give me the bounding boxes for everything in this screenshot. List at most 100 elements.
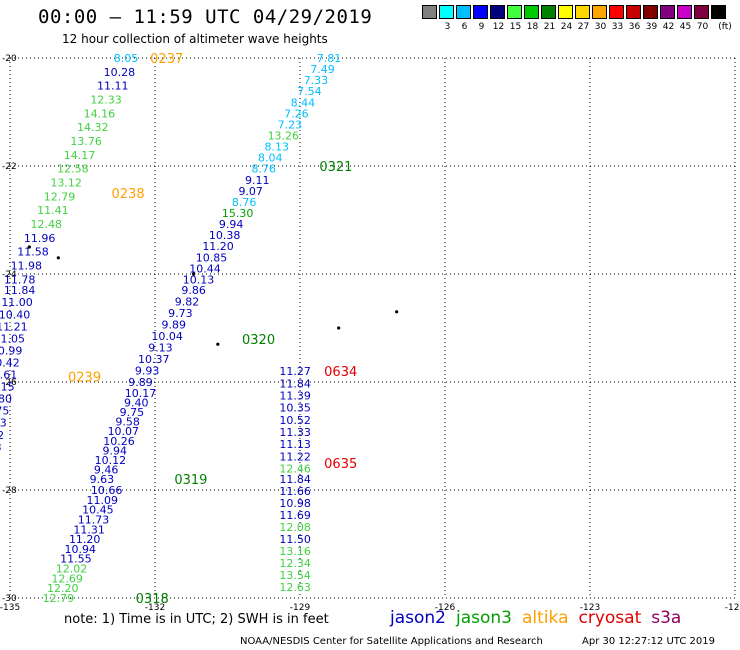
x-tick-label: -126: [435, 603, 456, 613]
wave-height-value: 11.61: [0, 369, 17, 382]
wave-height-value: 10.94: [65, 543, 97, 556]
wave-height-value: 11.84: [279, 473, 311, 486]
legend-swatch: [677, 5, 692, 19]
legend-label: 12: [492, 22, 505, 32]
wave-height-value: 11.22: [279, 450, 311, 463]
x-tick-label: -129: [290, 603, 311, 613]
wave-height-value: 9.13: [148, 342, 173, 355]
wave-height-value: 7.81: [317, 52, 342, 65]
legend-label: 3: [444, 22, 451, 32]
wave-height-value: 11.33: [279, 426, 311, 439]
wave-height-value: 11.41: [37, 204, 69, 217]
wave-height-value: 13.16: [279, 545, 311, 558]
wave-height-value: 10.12: [95, 454, 127, 467]
wave-height-value: 11.31: [73, 523, 105, 536]
footer-note: note: 1) Time is in UTC; 2) SWH is in fe…: [64, 612, 329, 627]
legend-label: 21: [543, 22, 556, 32]
track-time-label: 0239: [68, 371, 101, 386]
legend-swatch: [524, 5, 539, 19]
legend-label: 70: [696, 22, 709, 32]
wave-height-value: 8.13: [265, 141, 290, 154]
island-mark: [56, 256, 60, 260]
track-time-label: 0320: [242, 333, 275, 348]
wave-height-value: 10.73: [0, 417, 7, 430]
track-time-label: 0635: [324, 457, 357, 472]
legend-swatch: [711, 5, 726, 19]
legend-swatch: [422, 5, 437, 19]
x-tick-label: -120: [725, 603, 740, 613]
wave-height-value: 11.50: [279, 533, 311, 546]
wave-height-value: 10.44: [189, 262, 221, 275]
island-mark: [192, 272, 196, 276]
wave-height-value: 9.93: [135, 365, 160, 378]
x-tick-label: -135: [0, 603, 20, 613]
wave-height-value: 11.66: [279, 485, 311, 498]
wave-height-value: 13.12: [50, 177, 82, 190]
wave-height-value: 10.13: [183, 273, 215, 286]
wave-height-value: 9.82: [175, 296, 200, 309]
wave-height-value: 10.38: [209, 229, 241, 242]
legend-label: 27: [577, 22, 590, 32]
wave-height-value: 10.17: [125, 387, 157, 400]
track-time-label: 0321: [319, 160, 352, 175]
wave-height-value: 10.66: [91, 484, 123, 497]
wave-height-value: 10.45: [82, 504, 114, 517]
wave-height-value: 12.20: [47, 582, 79, 595]
wave-height-value: 10.28: [104, 66, 136, 79]
wave-height-value: 9.94: [102, 444, 127, 457]
wave-height-value: 7.26: [284, 107, 309, 120]
wave-height-value: 11.78: [4, 273, 36, 286]
wave-height-value: 9.58: [115, 416, 140, 429]
wave-height-value: 10.85: [196, 251, 228, 264]
wave-height-value: 9.73: [168, 307, 193, 320]
wave-height-value: 10.07: [108, 425, 140, 438]
legend-label: 18: [526, 22, 539, 32]
footer-timestamp: Apr 30 12:27:12 UTC 2019: [582, 636, 715, 647]
wave-height-value: 10.99: [0, 344, 22, 357]
legend-swatch: [558, 5, 573, 19]
wave-height-value: 11.55: [60, 553, 92, 566]
legend-swatch: [507, 5, 522, 19]
legend-swatch: [456, 5, 471, 19]
wave-height-value: 11.20: [69, 533, 101, 546]
wave-height-value: 10.35: [279, 402, 311, 415]
wave-height-value: 10.04: [151, 330, 183, 343]
wave-height-value: 12.33: [90, 94, 122, 107]
wave-height-value: 11.84: [4, 284, 36, 297]
wave-height-value: 8.76: [232, 196, 257, 209]
wave-height-value: 10.42: [0, 356, 20, 369]
wave-height-value: 10.80: [0, 393, 12, 406]
wave-height-value: 11.39: [279, 390, 311, 403]
wave-height-value: 9.40: [124, 396, 149, 409]
wave-height-value: 10.83: [0, 441, 2, 454]
legend-swatch: [490, 5, 505, 19]
wave-height-value: 9.11: [245, 174, 270, 187]
legend-label: 33: [611, 22, 624, 32]
wave-height-value: 10.15: [0, 381, 15, 394]
track-time-label: 0238: [112, 187, 145, 202]
wave-height-value: 11.21: [0, 320, 28, 333]
legend-label: 15: [509, 22, 522, 32]
page-title: 00:00 — 11:59 UTC 04/29/2019: [38, 6, 373, 28]
wave-height-value: 9.94: [219, 218, 244, 231]
wave-height-value: 11.98: [11, 260, 43, 273]
wave-height-value: 11.73: [78, 513, 110, 526]
y-tick-label: -28: [2, 486, 17, 496]
legend-label: 9: [478, 22, 485, 32]
legend-label: 42: [662, 22, 675, 32]
island-mark: [395, 310, 399, 314]
wave-height-value: 12.02: [56, 563, 88, 576]
wave-height-value: 10.37: [138, 353, 170, 366]
wave-height-value: 14.16: [84, 107, 116, 120]
wave-height-value: 14.17: [64, 149, 96, 162]
legend-swatch: [439, 5, 454, 19]
legend-label: 30: [594, 22, 607, 32]
wave-height-value: 10.40: [0, 308, 30, 321]
x-tick-label: -132: [145, 603, 165, 613]
wave-height-value: 10.98: [279, 497, 311, 510]
wave-height-value: 7.23: [278, 118, 303, 131]
legend-label: 36: [628, 22, 641, 32]
wave-height-value: 14.32: [77, 121, 109, 134]
legend-swatch: [626, 5, 641, 19]
